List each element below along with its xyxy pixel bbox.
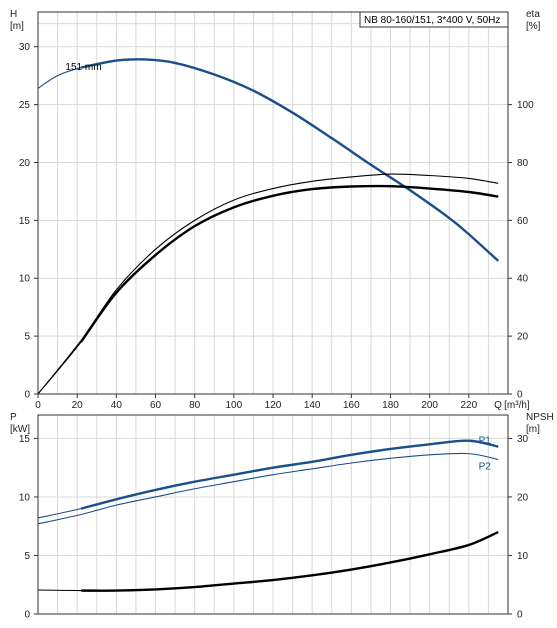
top-right-tick-label: 100 (517, 100, 534, 111)
top-x-tick-label: 20 (72, 400, 84, 411)
top-right-axis-label: eta (526, 9, 540, 20)
bottom-right-tick-label: 30 (517, 434, 529, 445)
frame-layer (34, 11, 512, 615)
bottom-series-npsh-operating-range (81, 530, 499, 592)
top-x-tick-label: 0 (35, 400, 41, 411)
bottom-left-tick-label: 10 (19, 492, 31, 503)
bottom-right-tick-label: 20 (517, 492, 529, 503)
top-left-tick-label: 25 (19, 100, 31, 111)
chart-title: NB 80-160/151, 3*400 V, 50Hz (364, 15, 500, 26)
bottom-right-tick-label: 0 (517, 610, 523, 621)
top-x-tick-label: 180 (382, 400, 399, 411)
top-left-tick-label: 0 (24, 390, 30, 401)
curves-layer (37, 58, 500, 592)
bottom-series-p1-operating-range (80, 439, 499, 510)
bottom-left-axis-label: P (10, 412, 17, 423)
top-x-tick-label: 220 (460, 400, 477, 411)
top-left-axis-unit: [m] (10, 21, 24, 32)
top-right-tick-label: 20 (517, 332, 529, 343)
top-right-tick-label: 60 (517, 216, 529, 227)
top-x-tick-label: 60 (150, 400, 162, 411)
top-x-tick-label: 160 (343, 400, 360, 411)
bottom-left-axis-unit: [kW] (10, 424, 30, 435)
bottom-left-tick-label: 0 (24, 610, 30, 621)
top-left-axis-label: H (10, 9, 17, 20)
top-x-axis-unit: [m³/h] (504, 400, 530, 411)
bottom-left-tick-label: 5 (24, 551, 30, 562)
bottom-plot-frame (37, 414, 509, 615)
top-left-tick-label: 15 (19, 216, 31, 227)
top-right-tick-label: 40 (517, 274, 529, 285)
top-series-curve-2-line (37, 173, 499, 395)
top-x-tick-label: 120 (265, 400, 282, 411)
bottom-series-p2-line (37, 452, 499, 525)
bottom-right-tick-label: 10 (517, 551, 529, 562)
top-x-tick-label: 100 (225, 400, 242, 411)
bottom-series-p2-label: P2 (479, 461, 492, 472)
top-series-curve-1-operating-range (80, 184, 499, 343)
top-x-tick-label: 200 (421, 400, 438, 411)
top-series-151-mm-operating-range (80, 58, 500, 262)
bottom-series-p1-label: P1 (479, 436, 492, 447)
top-x-tick-label: 40 (111, 400, 123, 411)
grid-layer (38, 12, 508, 615)
top-right-tick-label: 80 (517, 158, 529, 169)
top-x-tick-label: 140 (304, 400, 321, 411)
top-left-tick-label: 30 (19, 42, 31, 53)
bottom-right-axis-unit: [m] (526, 424, 540, 435)
chart-title-box (359, 11, 509, 28)
top-left-tick-label: 5 (24, 332, 30, 343)
top-left-tick-label: 10 (19, 274, 31, 285)
top-left-tick-label: 20 (19, 158, 31, 169)
top-right-axis-unit: [%] (526, 21, 541, 32)
top-x-tick-label: 80 (189, 400, 201, 411)
bottom-right-axis-label: NPSH (526, 412, 554, 423)
top-series-151-mm-label: 151 mm (65, 62, 101, 73)
bottom-left-tick-label: 15 (19, 434, 31, 445)
top-right-tick-label: 0 (517, 390, 523, 401)
top-x-axis-label: Q (494, 400, 502, 411)
